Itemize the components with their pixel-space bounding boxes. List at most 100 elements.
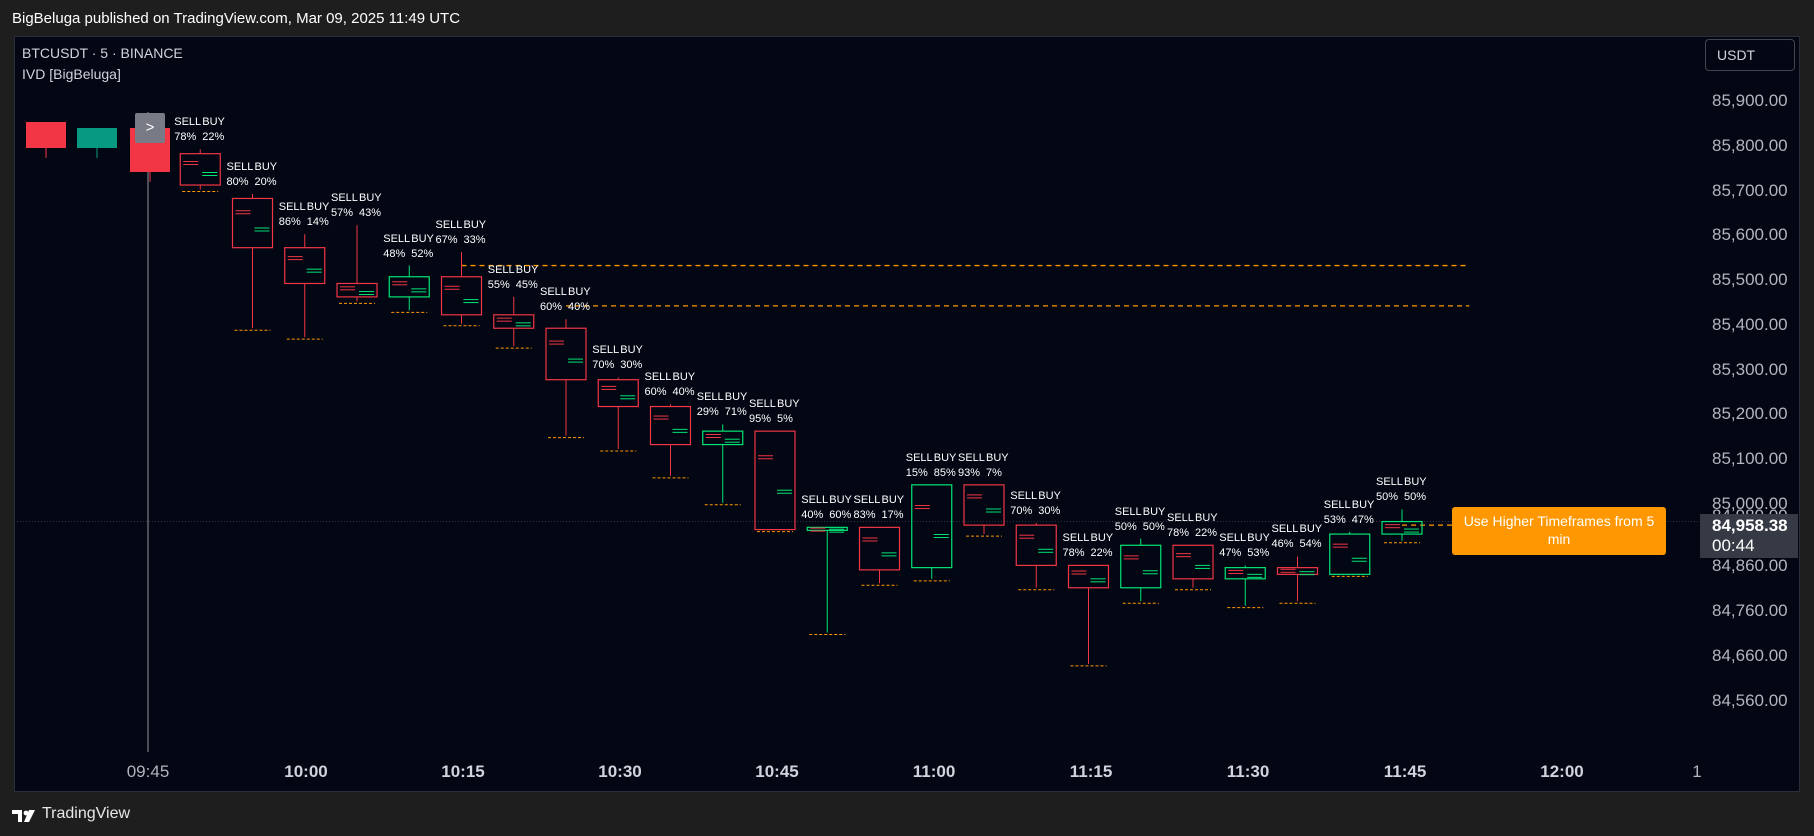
sell-label: SELL 53% xyxy=(1323,498,1351,526)
legend-box xyxy=(77,128,117,148)
candle-body xyxy=(754,430,796,531)
sell-label: SELL 70% xyxy=(592,344,620,372)
time-tick-label: 11:00 xyxy=(912,762,956,781)
buy-label: BUY 50% xyxy=(1404,476,1427,504)
buy-label: BUY 20% xyxy=(254,160,278,188)
time-tick-label: 10:15 xyxy=(441,762,485,781)
buy-label: BUY 53% xyxy=(1247,532,1270,560)
buy-label: BUY 54% xyxy=(1299,523,1323,551)
currency-selector[interactable]: USDT xyxy=(1705,39,1795,71)
time-tick-label: 11:45 xyxy=(1383,762,1427,781)
buy-label: BUY 7% xyxy=(986,451,1009,479)
time-tick-label: 10:00 xyxy=(284,762,328,781)
candle-body xyxy=(911,484,953,569)
buy-label: BUY 40% xyxy=(568,286,591,314)
price-tick-label: 85,200.00 xyxy=(1712,404,1788,424)
candle-body xyxy=(806,526,848,531)
sell-label: SELL 78% xyxy=(1062,532,1090,560)
buy-label: BUY 22% xyxy=(202,116,225,144)
buy-label: BUY 22% xyxy=(1195,512,1218,540)
buy-label: BUY 30% xyxy=(620,344,643,372)
price-tick-label: 85,100.00 xyxy=(1712,449,1788,468)
price-tick-label: 84,560.00 xyxy=(1712,690,1788,710)
legend-toggle-button[interactable]: > xyxy=(135,113,165,143)
sell-label: SELL 15% xyxy=(905,451,933,479)
chart-pane[interactable] xyxy=(14,36,1800,792)
price-tick-label: 85,700.00 xyxy=(1712,180,1788,200)
time-tick-label: 09:45 xyxy=(126,762,170,781)
sell-label: SELL 50% xyxy=(1114,505,1142,533)
symbol-info[interactable]: BTCUSDT · 5 · BINANCE xyxy=(22,45,183,61)
candle-body xyxy=(858,526,901,571)
candle-body xyxy=(1172,544,1214,580)
price-tick-label: 85,900.00 xyxy=(1712,91,1788,110)
buy-label: BUY 50% xyxy=(1142,505,1166,533)
sell-label: SELL 67% xyxy=(435,219,463,247)
sell-label: SELL 83% xyxy=(853,494,881,522)
buy-label: BUY 30% xyxy=(1038,489,1061,517)
price-tick-label: 85,500.00 xyxy=(1712,270,1788,289)
buy-label: BUY 71% xyxy=(724,391,748,419)
buy-label: BUY 52% xyxy=(411,232,434,260)
publish-header: BigBeluga published on TradingView.com, … xyxy=(0,0,1814,36)
candle-body xyxy=(963,484,1005,526)
candle-body xyxy=(649,405,692,446)
sell-label: SELL 50% xyxy=(1376,476,1403,504)
sell-label: SELL 29% xyxy=(696,391,724,419)
candle-body xyxy=(545,327,587,381)
buy-label: BUY 85% xyxy=(933,451,957,479)
candle-body xyxy=(702,430,744,446)
time-tick-label: 12:00 xyxy=(1540,762,1584,781)
sell-label: SELL 60% xyxy=(644,371,672,399)
time-tick-label: 11:15 xyxy=(1069,762,1113,781)
candle-body xyxy=(1381,520,1423,535)
publish-info: BigBeluga published on TradingView.com, … xyxy=(12,10,461,27)
buy-label: BUY 5% xyxy=(777,398,800,426)
sell-label: SELL 40% xyxy=(801,494,829,522)
candle-body xyxy=(179,153,221,186)
candle-body xyxy=(1329,533,1371,575)
candle-body xyxy=(1067,564,1110,589)
sell-label: SELL 86% xyxy=(278,201,306,229)
candle-body xyxy=(284,247,326,285)
candle-body xyxy=(388,276,430,298)
buy-label: BUY 17% xyxy=(881,494,905,522)
current-price-tag: 84,958.38 00:44 xyxy=(1700,514,1798,558)
sell-label: SELL 80% xyxy=(226,160,254,188)
time-tick-label: 10:30 xyxy=(598,762,642,781)
indicator-title[interactable]: IVD [BigBeluga] xyxy=(22,66,121,82)
sell-label: SELL 70% xyxy=(1010,489,1038,517)
price-tick-label: 85,400.00 xyxy=(1712,314,1788,334)
candle-body xyxy=(336,282,378,298)
time-tick-label: 11:30 xyxy=(1226,762,1270,781)
price-tick-label: 85,300.00 xyxy=(1712,359,1788,379)
price-tick-label: 84,860.00 xyxy=(1712,556,1788,576)
candle-body xyxy=(440,276,483,316)
sell-label: SELL 46% xyxy=(1271,523,1299,551)
candle-body xyxy=(597,379,639,408)
buy-label: BUY 45% xyxy=(515,263,539,291)
buy-label: BUY 14% xyxy=(306,201,330,229)
bar-countdown: 00:44 xyxy=(1712,536,1755,555)
tradingview-logo-icon[interactable] xyxy=(12,808,38,824)
candle-body xyxy=(1015,524,1057,567)
candle-body xyxy=(1276,567,1319,575)
buy-label: BUY 47% xyxy=(1351,498,1375,526)
sell-label: SELL 48% xyxy=(383,232,411,260)
buy-label: BUY 43% xyxy=(359,192,382,220)
sell-label: SELL 95% xyxy=(749,398,776,426)
sell-label: SELL 78% xyxy=(174,116,202,144)
legend-box xyxy=(26,122,66,148)
timeframe-warning: Use Higher Timeframes from 5 min xyxy=(1452,507,1666,555)
buy-label: BUY 60% xyxy=(829,494,852,522)
price-tick-label: 85,000.00 xyxy=(1712,493,1788,513)
tradingview-brand[interactable]: TradingView xyxy=(42,805,131,822)
buy-label: BUY 40% xyxy=(672,371,696,399)
buy-label: BUY 22% xyxy=(1090,532,1114,560)
time-tick-label: 1 xyxy=(1692,762,1702,781)
price-tick-label: 85,600.00 xyxy=(1712,225,1788,245)
candle-body xyxy=(231,197,274,249)
buy-label: BUY 33% xyxy=(463,219,487,247)
sell-label: SELL 93% xyxy=(958,451,985,479)
